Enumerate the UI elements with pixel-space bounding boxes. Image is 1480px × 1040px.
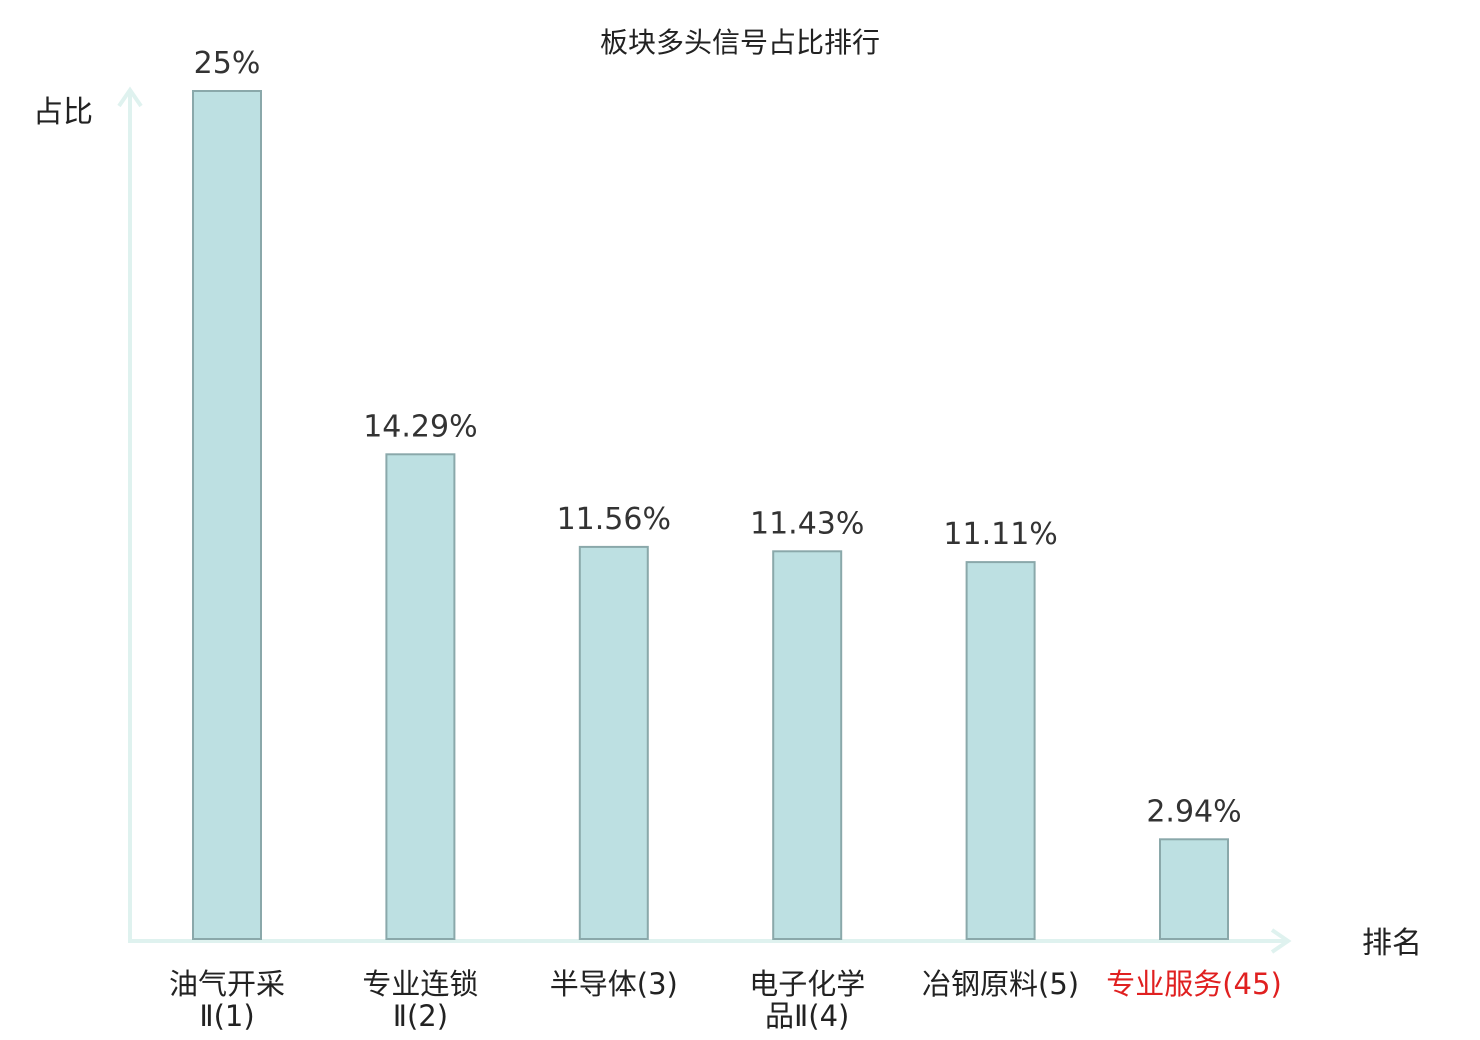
category-label-1-line-2: Ⅱ(1) [199,999,254,1033]
value-label-2: 14.29% [363,409,477,444]
value-label-4: 11.43% [750,506,864,541]
bar-4 [772,550,843,940]
category-label-4-line-2: 品Ⅱ(4) [765,999,849,1033]
bar-6 [1159,838,1229,940]
bar-5 [965,561,1036,940]
x-axis-arrow [1270,928,1292,954]
bar-2 [385,453,456,940]
value-label-5: 11.11% [943,517,1057,552]
category-label-3-line-1: 半导体(3) [550,967,678,1001]
category-label-2-line-1: 专业连锁 [362,967,478,1001]
value-label-6: 2.94% [1146,794,1241,829]
value-label-1: 25% [194,46,261,81]
bar-3 [578,545,649,941]
x-axis-label: 排名 [1362,926,1422,961]
bar-1 [192,90,262,940]
value-label-3: 11.56% [557,502,671,537]
category-label-5-line-1: 冶钢原料(5) [922,967,1079,1001]
y-axis-arrow [117,86,143,108]
category-label-2-line-2: Ⅱ(2) [393,999,448,1033]
category-label-4-line-1: 电子化学 [749,967,865,1001]
chart-title: 板块多头信号占比排行 [600,26,880,59]
y-axis-label: 占比 [33,95,93,130]
category-label-1-line-1: 油气开采 [169,967,285,1001]
category-label-6-line-1: 专业服务(45) [1106,967,1282,1001]
